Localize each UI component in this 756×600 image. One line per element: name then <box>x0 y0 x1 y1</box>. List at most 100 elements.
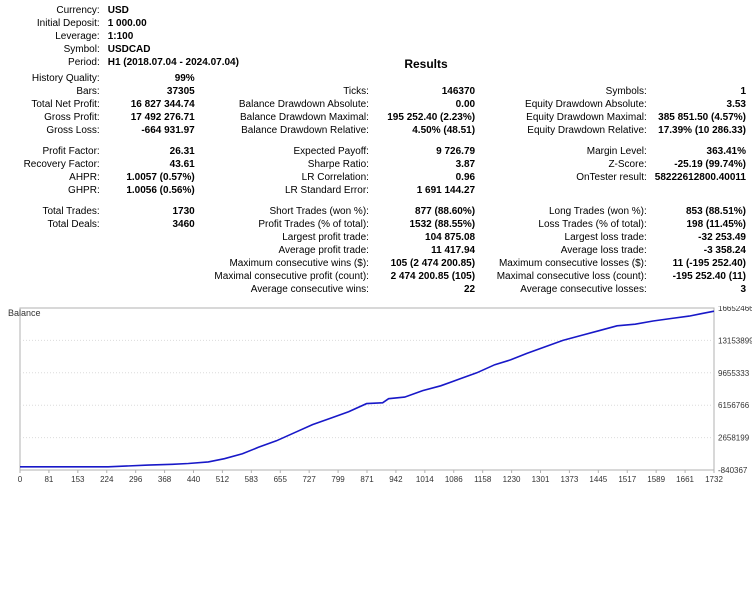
val-long: 853 (88.51%) <box>651 205 750 218</box>
svg-text:871: 871 <box>360 475 374 484</box>
val-llt: -32 253.49 <box>651 231 750 244</box>
lbl-ptrades: Profit Trades (% of total): <box>199 218 373 231</box>
svg-text:6156766: 6156766 <box>718 401 750 410</box>
lbl-acl: Average consecutive losses: <box>479 283 651 296</box>
svg-text:1230: 1230 <box>503 475 521 484</box>
svg-text:13153899: 13153899 <box>718 336 752 345</box>
val-mcp: 2 474 200.85 (105) <box>373 270 479 283</box>
lbl-margin: Margin Level: <box>479 145 651 158</box>
val-symbols: 1 <box>651 85 750 98</box>
val-bddabs: 0.00 <box>373 98 479 111</box>
val-ltrades: 198 (11.45%) <box>651 218 750 231</box>
val-epayoff: 9 726.79 <box>373 145 479 158</box>
svg-text:153: 153 <box>71 475 85 484</box>
lbl-rf: Recovery Factor: <box>6 158 104 171</box>
svg-text:1732: 1732 <box>705 475 723 484</box>
val-apt: 11 417.94 <box>373 244 479 257</box>
val-acw: 22 <box>373 283 479 296</box>
svg-text:0: 0 <box>18 475 23 484</box>
val-ptrades: 1532 (88.55%) <box>373 218 479 231</box>
lbl-pf: Profit Factor: <box>6 145 104 158</box>
lbl-mcls: Maximal consecutive loss (count): <box>479 270 651 283</box>
lbl-alt: Average loss trade: <box>479 244 651 257</box>
val-eddmax: 385 851.50 (4.57%) <box>651 111 750 124</box>
val-currency: USD <box>104 4 199 17</box>
val-ghpr: 1.0056 (0.56%) <box>104 184 199 197</box>
val-sharpe: 3.87 <box>373 158 479 171</box>
val-bddrel: 4.50% (48.51) <box>373 124 479 137</box>
stats-panel: Currency:USD Initial Deposit:1 000.00 Le… <box>0 0 756 298</box>
lbl-eddabs: Equity Drawdown Absolute: <box>479 98 651 111</box>
val-lrse: 1 691 144.27 <box>373 184 479 197</box>
val-histq: 99% <box>104 72 199 85</box>
val-lrcorr: 0.96 <box>373 171 479 184</box>
results-heading: Results <box>373 56 479 72</box>
svg-text:81: 81 <box>44 475 53 484</box>
svg-text:224: 224 <box>100 475 114 484</box>
lbl-zscore: Z-Score: <box>479 158 651 171</box>
val-netprofit: 16 827 344.74 <box>104 98 199 111</box>
val-leverage: 1:100 <box>104 30 199 43</box>
svg-text:583: 583 <box>245 475 259 484</box>
val-mcl: 11 (-195 252.40) <box>651 257 750 270</box>
lbl-short: Short Trades (won %): <box>199 205 373 218</box>
svg-text:16652466: 16652466 <box>718 306 752 313</box>
chart-title: Balance <box>8 308 41 318</box>
lbl-long: Long Trades (won %): <box>479 205 651 218</box>
val-ahpr: 1.0057 (0.57%) <box>104 171 199 184</box>
lbl-lrse: LR Standard Error: <box>199 184 373 197</box>
val-pf: 26.31 <box>104 145 199 158</box>
lbl-bars: Bars: <box>6 85 104 98</box>
svg-text:1373: 1373 <box>561 475 579 484</box>
lbl-netprofit: Total Net Profit: <box>6 98 104 111</box>
val-bars: 37305 <box>104 85 199 98</box>
lbl-ghpr: GHPR: <box>6 184 104 197</box>
lbl-sharpe: Sharpe Ratio: <box>199 158 373 171</box>
lbl-mcw: Maximum consecutive wins ($): <box>199 257 373 270</box>
lbl-gprofit: Gross Profit: <box>6 111 104 124</box>
val-eddrel: 17.39% (10 286.33) <box>651 124 750 137</box>
lbl-ticks: Ticks: <box>199 85 373 98</box>
val-ticks: 146370 <box>373 85 479 98</box>
val-acl: 3 <box>651 283 750 296</box>
lbl-gloss: Gross Loss: <box>6 124 104 137</box>
val-rf: 43.61 <box>104 158 199 171</box>
val-mcw: 105 (2 474 200.85) <box>373 257 479 270</box>
val-gloss: -664 931.97 <box>104 124 199 137</box>
lbl-bddmax: Balance Drawdown Maximal: <box>199 111 373 124</box>
lbl-mcl: Maximum consecutive losses ($): <box>479 257 651 270</box>
lbl-tdeals: Total Deals: <box>6 218 104 231</box>
svg-text:1301: 1301 <box>532 475 550 484</box>
svg-text:1445: 1445 <box>589 475 607 484</box>
svg-text:1158: 1158 <box>474 475 492 484</box>
svg-text:368: 368 <box>158 475 172 484</box>
svg-text:1661: 1661 <box>676 475 694 484</box>
svg-text:296: 296 <box>129 475 143 484</box>
val-period: H1 (2018.07.04 - 2024.07.04) <box>104 56 373 72</box>
lbl-eddmax: Equity Drawdown Maximal: <box>479 111 651 124</box>
lbl-ttrades: Total Trades: <box>6 205 104 218</box>
lbl-ltrades: Loss Trades (% of total): <box>479 218 651 231</box>
lbl-bddabs: Balance Drawdown Absolute: <box>199 98 373 111</box>
lbl-epayoff: Expected Payoff: <box>199 145 373 158</box>
lbl-eddrel: Equity Drawdown Relative: <box>479 124 651 137</box>
val-lpt: 104 875.08 <box>373 231 479 244</box>
svg-text:-840367: -840367 <box>718 466 748 475</box>
val-eddabs: 3.53 <box>651 98 750 111</box>
val-short: 877 (88.60%) <box>373 205 479 218</box>
val-symbol: USDCAD <box>104 43 199 56</box>
lbl-currency: Currency: <box>6 4 104 17</box>
lbl-ontester: OnTester result: <box>479 171 651 184</box>
lbl-apt: Average profit trade: <box>199 244 373 257</box>
stats-table: Currency:USD Initial Deposit:1 000.00 Le… <box>6 4 750 296</box>
balance-chart: Balance 16652466131538999655333615676626… <box>2 306 754 486</box>
lbl-bddrel: Balance Drawdown Relative: <box>199 124 373 137</box>
svg-text:655: 655 <box>274 475 288 484</box>
val-ttrades: 1730 <box>104 205 199 218</box>
lbl-acw: Average consecutive wins: <box>199 283 373 296</box>
lbl-lpt: Largest profit trade: <box>199 231 373 244</box>
lbl-leverage: Leverage: <box>6 30 104 43</box>
svg-text:942: 942 <box>389 475 403 484</box>
svg-text:1517: 1517 <box>618 475 636 484</box>
val-deposit: 1 000.00 <box>104 17 199 30</box>
